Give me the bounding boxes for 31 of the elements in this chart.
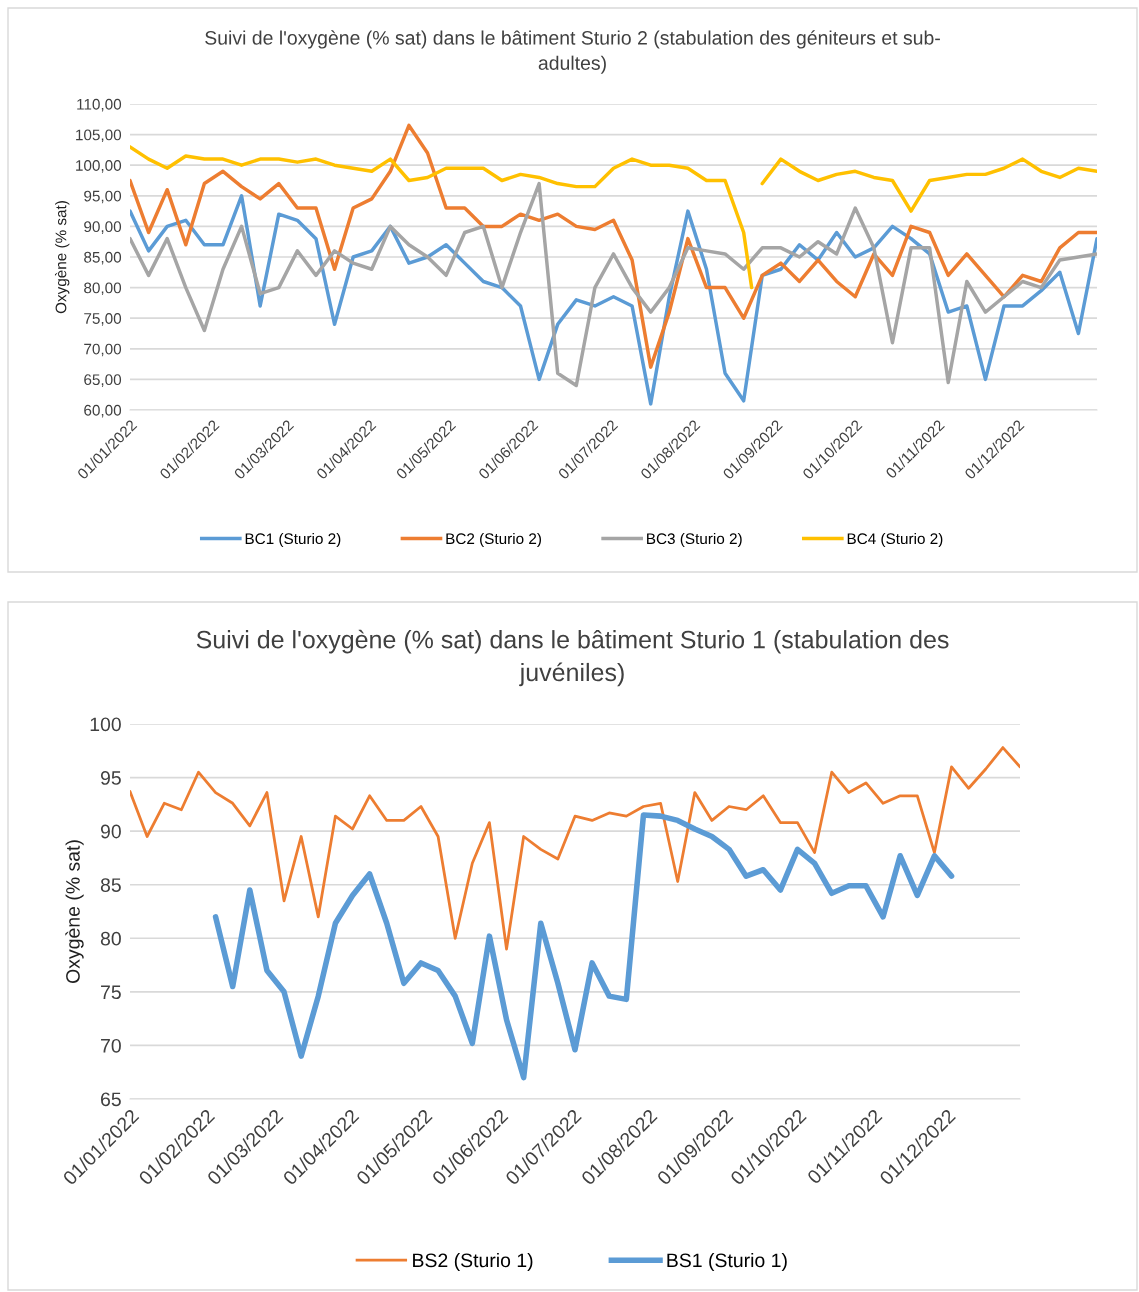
y-tick-label: 90 [100, 824, 121, 839]
chart-title: Suivi de l'oxygène (% sat) dans le bâtiment Sturio 1 (stabulation des juvéniles) [196, 629, 949, 687]
y-tick-label: 100,00 [76, 160, 122, 173]
line-series [130, 123, 1097, 369]
y-tick-label: 65 [101, 1092, 121, 1107]
legend-label: BC3 (Sturio 2) [647, 532, 742, 548]
legend-label: BC1 (Sturio 2) [245, 532, 341, 548]
legend-label: BC4 (Sturio 2) [847, 532, 943, 548]
y-tick-label: 60,00 [84, 404, 122, 418]
y-tick-label: 75 [101, 985, 121, 1000]
line-series [130, 746, 1020, 951]
y-tick-label: 70,00 [84, 343, 122, 357]
y-tick-label: 90,00 [84, 221, 122, 234]
y-tick-label: 95,00 [84, 190, 122, 204]
y-tick-label: 95 [100, 771, 121, 785]
legend-label: BC2 (Sturio 2) [446, 532, 541, 548]
y-tick-label: 80 [100, 931, 121, 946]
legend-label: BS1 (Sturio 1) [667, 1252, 787, 1272]
y-tick-label: 100 [90, 717, 121, 732]
legend-label: BS2 (Sturio 1) [413, 1252, 533, 1272]
y-tick-label: 80,00 [84, 282, 122, 296]
y-tick-label: 75,00 [84, 313, 122, 326]
y-tick-label: 85 [100, 878, 121, 892]
y-tick-label: 65,00 [84, 374, 122, 387]
y-tick-label: 85,00 [84, 251, 122, 265]
y-axis-title: Oxygène (% sat) [65, 840, 84, 983]
y-tick-label: 105,00 [76, 129, 122, 143]
y-tick-label: 110,00 [77, 98, 122, 112]
y-tick-label: 70 [101, 1038, 121, 1053]
y-axis-title: Oxygène (% sat) [54, 201, 70, 314]
chart-title: Suivi de l'oxygène (% sat) dans le bâtiment Sturio 2 (stabulation des géniteurs et sub- adultes) [205, 30, 940, 74]
